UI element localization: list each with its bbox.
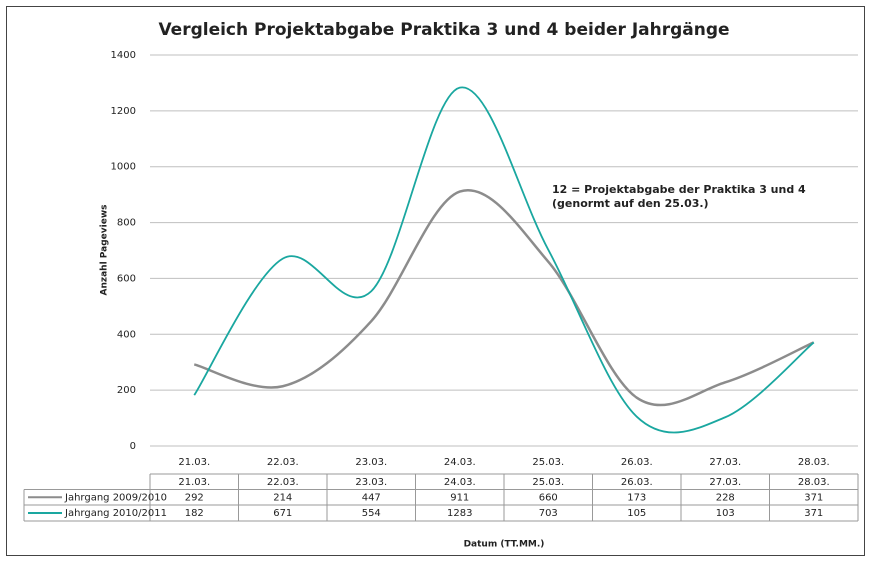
table-header: 23.03. (355, 477, 387, 488)
y-tick-label: 400 (117, 329, 136, 340)
table-cell: 554 (362, 508, 381, 519)
table-cell: 371 (804, 508, 823, 519)
table-cell: 660 (539, 492, 558, 503)
series-line (193, 86, 815, 434)
table-header: 22.03. (267, 477, 299, 488)
x-tick-label: 27.03. (709, 457, 741, 468)
x-tick-label: 21.03. (178, 457, 210, 468)
series-line (193, 188, 815, 407)
y-tick-label: 0 (130, 441, 136, 452)
y-tick-label: 1200 (111, 106, 136, 117)
x-tick-label: 25.03. (532, 457, 564, 468)
x-tick-label: 26.03. (621, 457, 653, 468)
y-tick-label: 200 (117, 385, 136, 396)
table-header: 26.03. (621, 477, 653, 488)
table-header: 24.03. (444, 477, 476, 488)
x-tick-label: 28.03. (798, 457, 830, 468)
table-header: 28.03. (798, 477, 830, 488)
chart-title: Vergleich Projektabgabe Praktika 3 und 4… (158, 20, 729, 40)
chart-border (6, 6, 865, 556)
x-axis-label: Datum (TT.MM.) (464, 540, 545, 550)
table-cell: 292 (185, 492, 204, 503)
table-cell: 671 (273, 508, 292, 519)
x-tick-label: 23.03. (355, 457, 387, 468)
legend-label: Jahrgang 2009/2010 (64, 492, 167, 503)
y-axis-label: Anzahl Pageviews (100, 204, 110, 295)
table-header: 27.03. (709, 477, 741, 488)
x-tick-label: 24.03. (444, 457, 476, 468)
table-cell: 214 (273, 492, 292, 503)
table-cell: 1283 (447, 508, 472, 519)
table-cell: 182 (185, 508, 204, 519)
annotation: (genormt auf den 25.03.) (552, 197, 709, 210)
y-tick-label: 800 (117, 218, 136, 229)
table-cell: 228 (716, 492, 735, 503)
table-cell: 371 (804, 492, 823, 503)
table-header: 25.03. (532, 477, 564, 488)
y-tick-label: 1000 (111, 162, 136, 173)
table-cell: 105 (627, 508, 646, 519)
table-header: 21.03. (178, 477, 210, 488)
annotation: 12 = Projektabgabe der Praktika 3 und 4 (552, 183, 806, 196)
y-tick-label: 1400 (111, 50, 136, 61)
table-cell: 911 (450, 492, 469, 503)
legend-label: Jahrgang 2010/2011 (64, 508, 167, 519)
x-tick-label: 22.03. (267, 457, 299, 468)
table-cell: 447 (362, 492, 381, 503)
table-cell: 173 (627, 492, 646, 503)
table-cell: 703 (539, 508, 558, 519)
table-cell: 103 (716, 508, 735, 519)
y-tick-label: 600 (117, 273, 136, 284)
